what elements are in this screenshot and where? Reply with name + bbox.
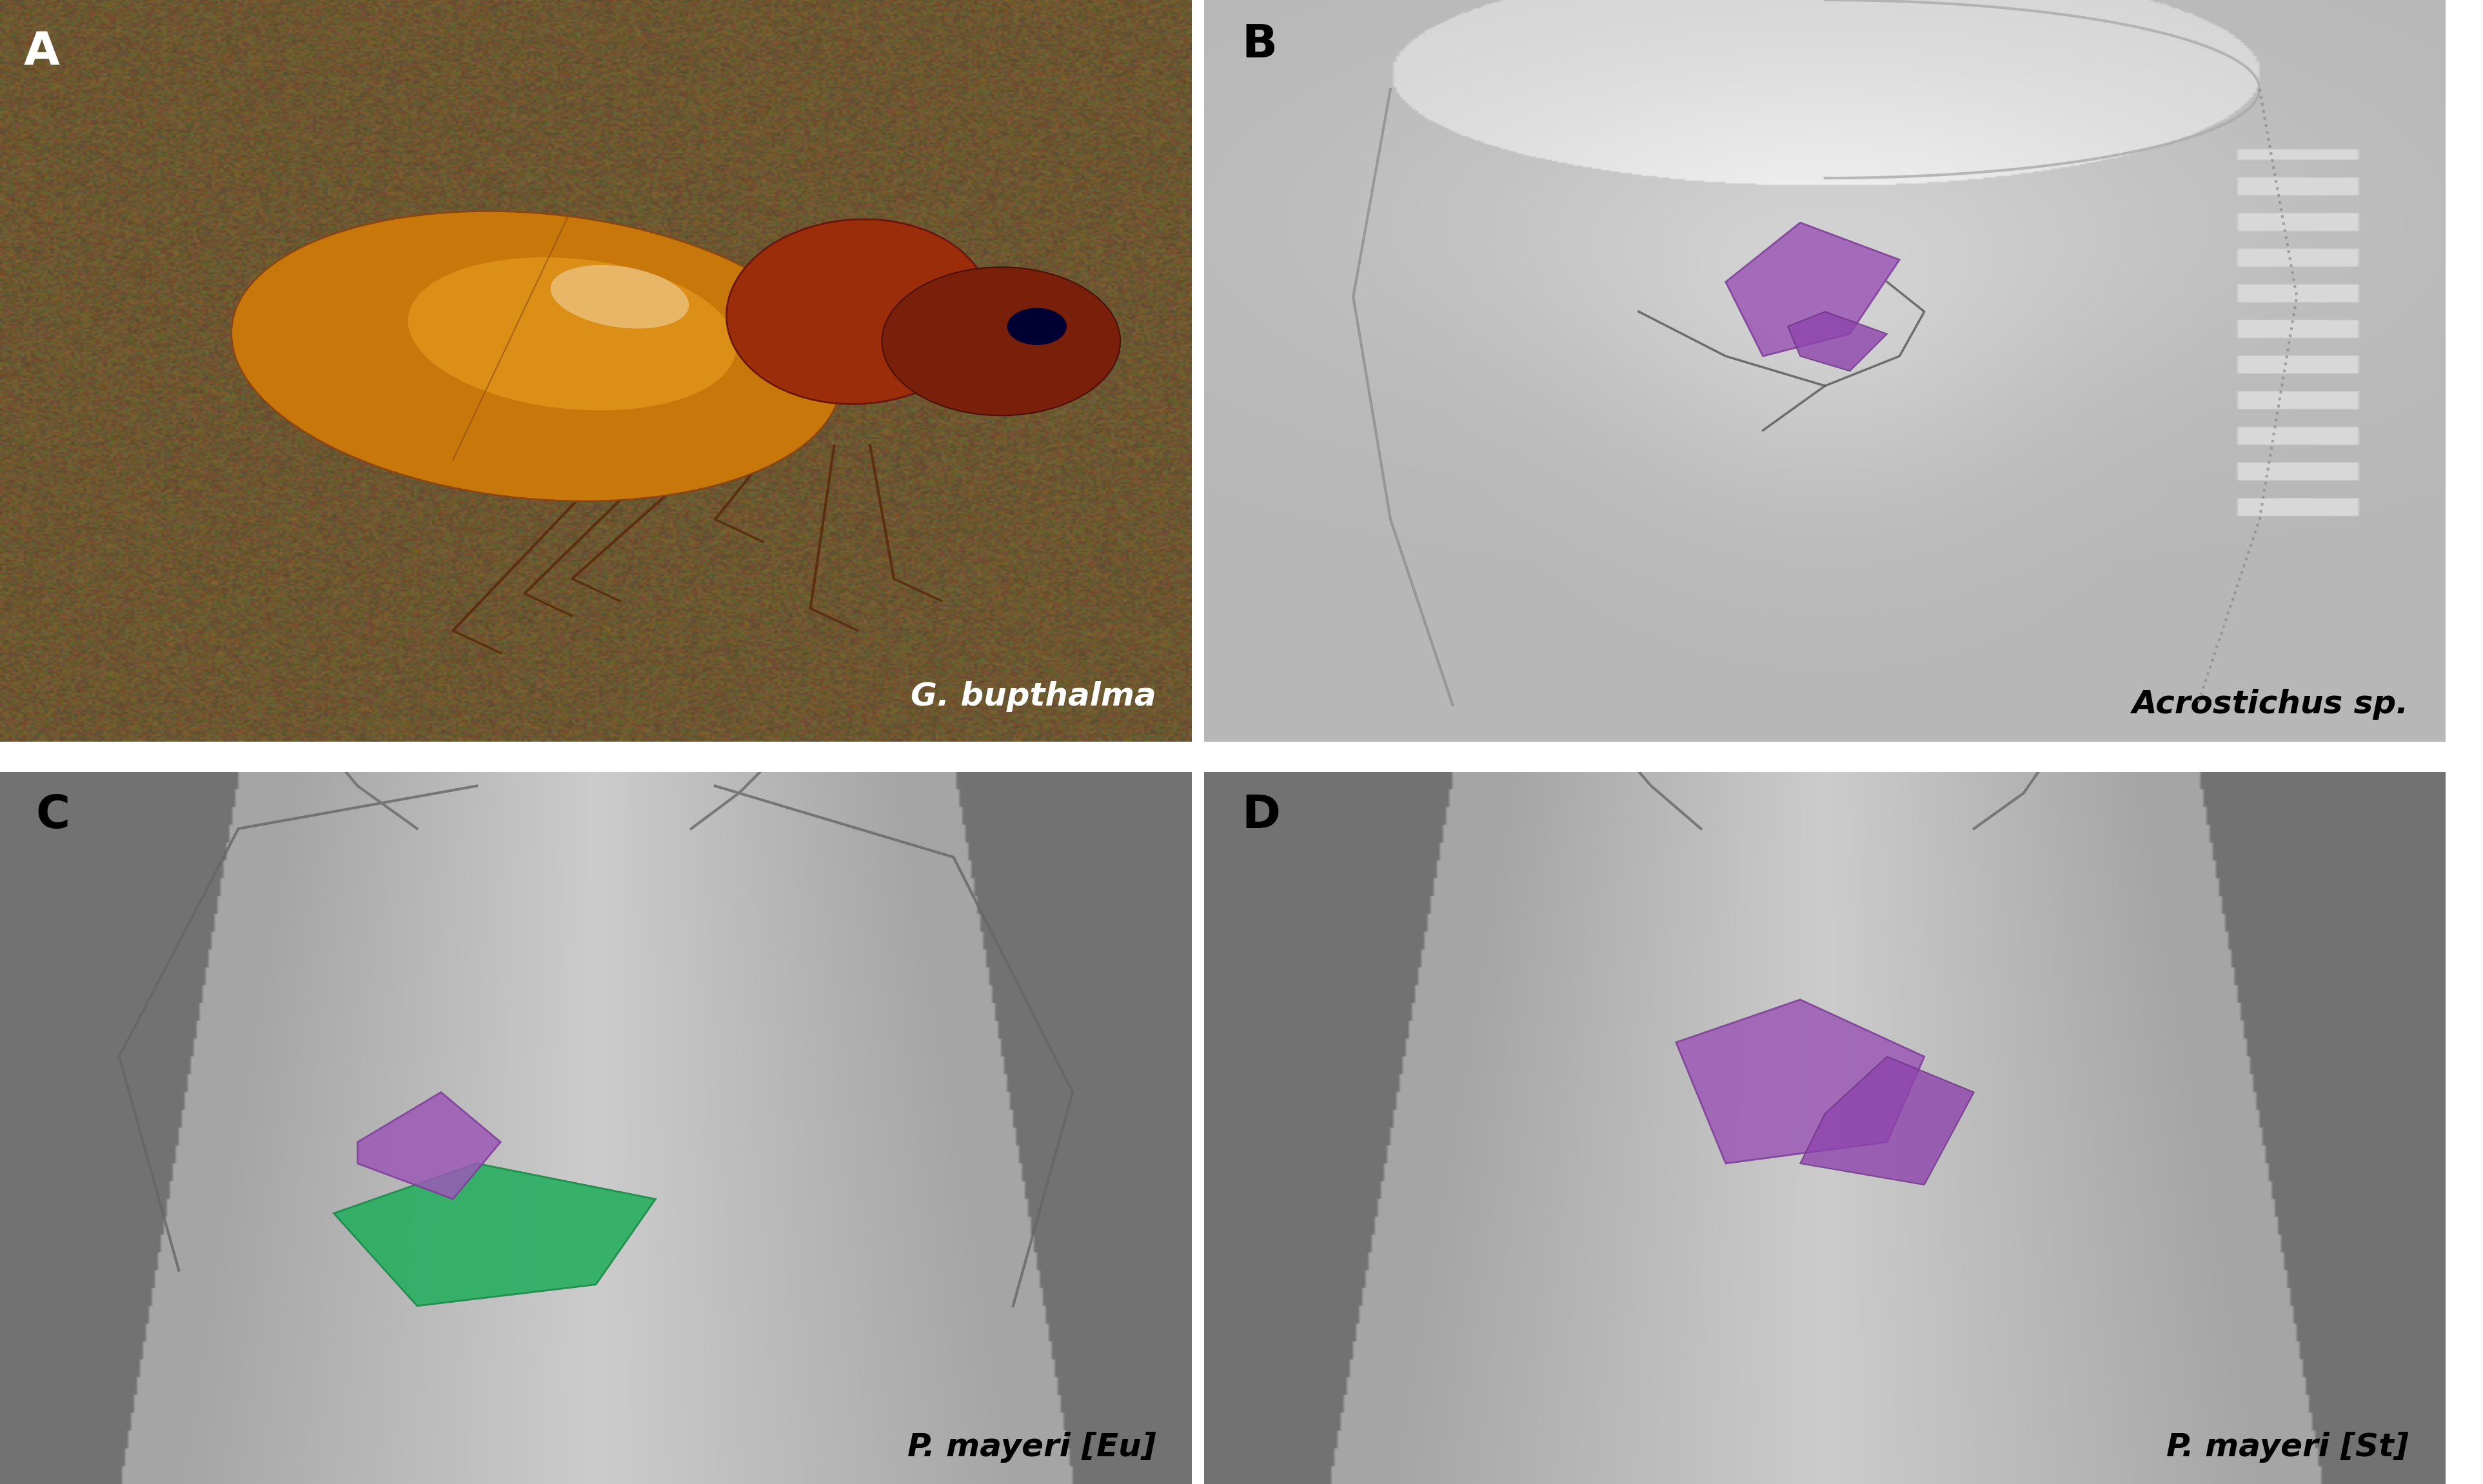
Polygon shape xyxy=(1788,312,1887,371)
Text: Acrostichus sp.: Acrostichus sp. xyxy=(2133,689,2409,720)
Polygon shape xyxy=(333,1163,656,1306)
Text: G. bupthalma: G. bupthalma xyxy=(911,681,1157,712)
Ellipse shape xyxy=(231,211,842,502)
Text: P. mayeri [Eu]: P. mayeri [Eu] xyxy=(906,1432,1157,1463)
Text: A: A xyxy=(25,30,60,74)
Text: D: D xyxy=(1242,792,1281,837)
Text: C: C xyxy=(35,792,70,837)
Polygon shape xyxy=(1800,1057,1974,1184)
Ellipse shape xyxy=(728,220,991,404)
Polygon shape xyxy=(1676,1000,1924,1163)
Ellipse shape xyxy=(407,257,735,411)
Ellipse shape xyxy=(551,266,688,328)
Text: B: B xyxy=(1242,22,1276,67)
Polygon shape xyxy=(1726,223,1899,356)
Circle shape xyxy=(1008,307,1068,346)
Polygon shape xyxy=(358,1092,502,1199)
Text: P. mayeri [St]: P. mayeri [St] xyxy=(2165,1432,2409,1463)
Circle shape xyxy=(881,267,1120,416)
